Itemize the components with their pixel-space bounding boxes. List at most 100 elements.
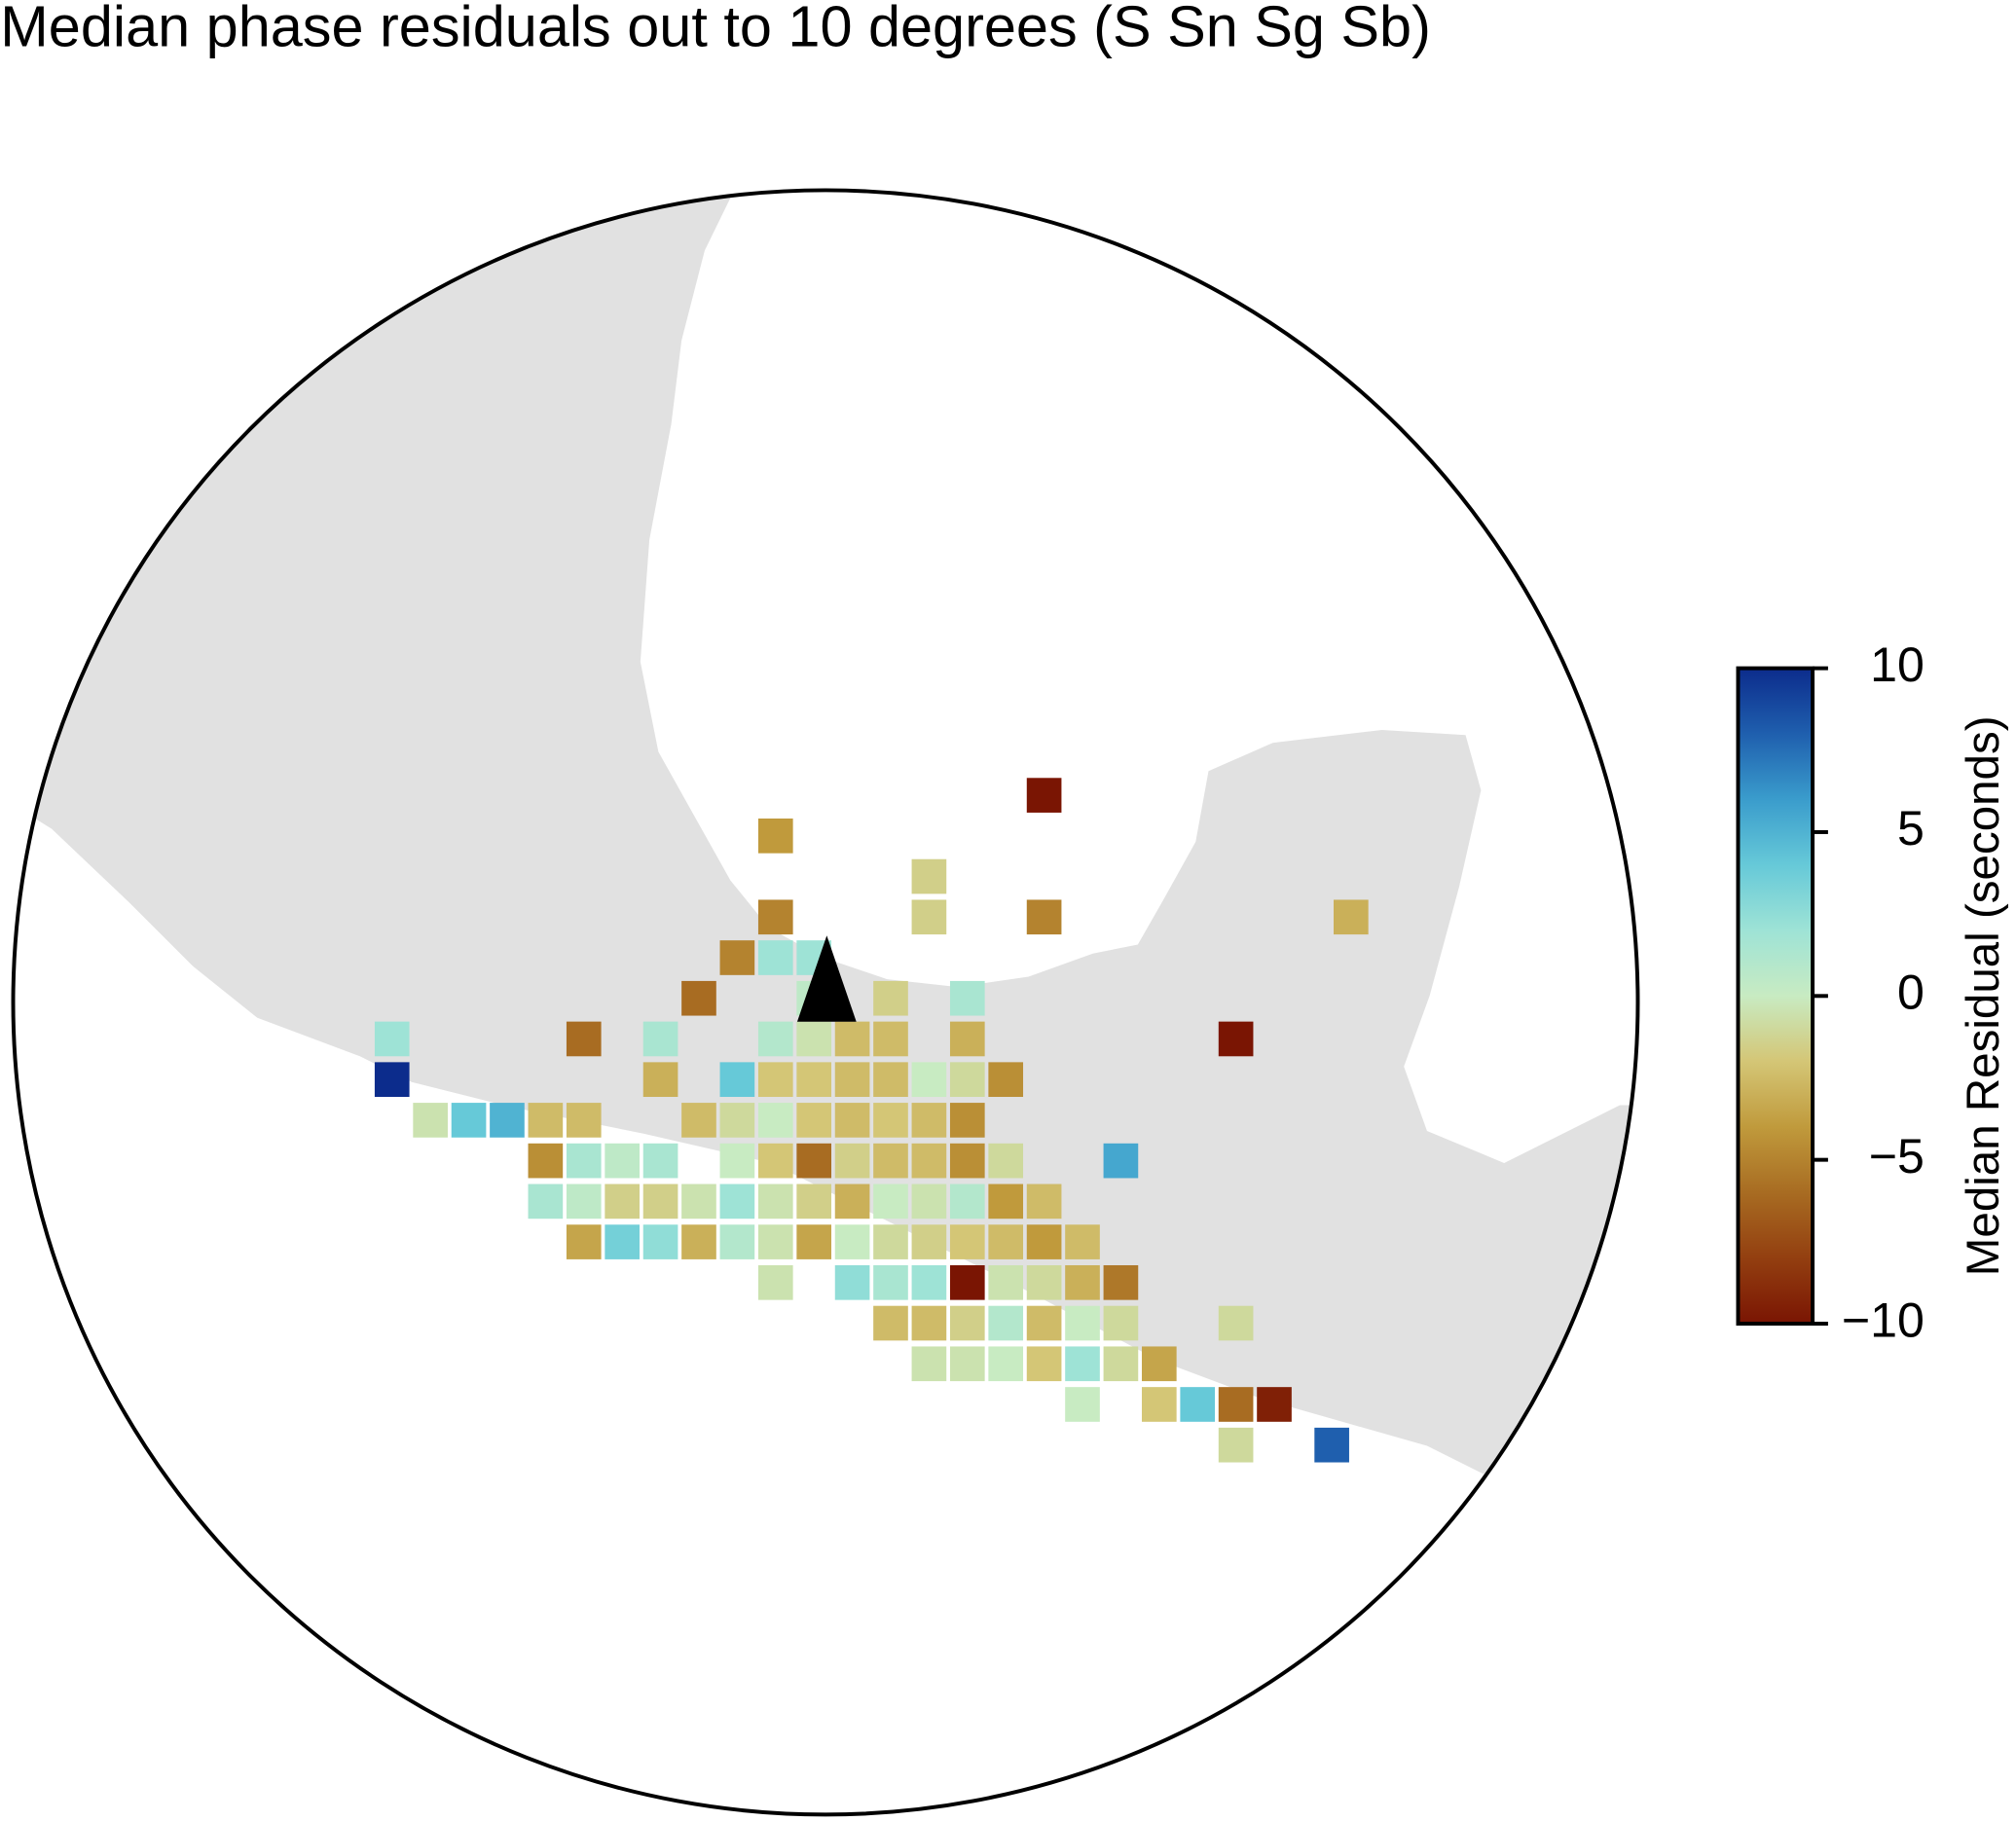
cell [1026,1224,1062,1259]
cell [911,1346,947,1382]
cell [911,1224,947,1259]
cell [642,1184,678,1220]
cell [796,1021,832,1057]
cell [681,1224,716,1259]
cell [719,940,755,975]
cell [949,1062,985,1098]
cell [566,1021,602,1057]
cell [642,1224,678,1259]
cell [719,1062,755,1098]
cell [1065,1387,1100,1422]
cell [796,1224,832,1259]
cell [796,1103,832,1138]
cell [834,1103,870,1138]
colorbar-tick-label: 0 [1897,965,1924,1020]
cell [1065,1264,1100,1300]
station [796,935,857,1022]
cell [719,1143,755,1179]
cell [911,858,947,894]
cell [490,1103,525,1138]
cell [834,1264,870,1300]
cell [566,1224,602,1259]
cell [873,1021,908,1057]
cell [834,1062,870,1098]
cell [1026,778,1062,813]
chart-title: Median phase residuals out to 10 degrees… [0,0,1431,58]
colorbar [1736,666,1815,1326]
cell [1257,1387,1292,1422]
cell [1334,899,1369,935]
cell [1314,1427,1349,1463]
cell [834,1143,870,1179]
cell [911,1184,947,1220]
colorbar-label: Median Residual (seconds) [1958,715,2009,1276]
cell [1180,1387,1216,1422]
cell [1065,1305,1100,1341]
cell [566,1103,602,1138]
cell [1218,1387,1254,1422]
cell [719,1224,755,1259]
cell [451,1103,487,1138]
cell [642,1021,678,1057]
cell [757,819,793,854]
cell [988,1062,1024,1098]
cell [988,1305,1024,1341]
cell [988,1224,1024,1259]
cell [528,1184,564,1220]
cell [757,1264,793,1300]
cell [949,1103,985,1138]
cell [1103,1143,1139,1179]
cell [1103,1264,1139,1300]
cell [757,1021,793,1057]
cell [757,1062,793,1098]
cell [1218,1427,1254,1463]
cell [949,1184,985,1220]
cell [911,1264,947,1300]
cell [528,1103,564,1138]
cell [949,1143,985,1179]
cell [873,980,908,1016]
cell [757,1184,793,1220]
cells [374,778,1369,1463]
cell [873,1143,908,1179]
cell [911,1062,947,1098]
cell [911,1143,947,1179]
colorbar-tick-label: 5 [1897,801,1924,856]
cell [873,1264,908,1300]
cell [1065,1224,1100,1259]
cell [873,1103,908,1138]
cell [681,980,716,1016]
cell [566,1143,602,1179]
cell [413,1103,448,1138]
cell [988,1184,1024,1220]
cell [757,940,793,975]
cell [1026,1305,1062,1341]
cell [834,1224,870,1259]
cell [605,1184,640,1220]
cell [988,1264,1024,1300]
cell [1103,1346,1139,1382]
cell [949,1021,985,1057]
cell [1026,1264,1062,1300]
cell [757,1103,793,1138]
colorbar-ticks: −10 −5 0 5 10 [1813,637,1924,1347]
colorbar-tick-label: −10 [1842,1293,1924,1347]
cell [988,1346,1024,1382]
cell [911,1103,947,1138]
cell [605,1143,640,1179]
cell [374,1021,410,1057]
land [13,190,1638,1671]
cell [1065,1346,1100,1382]
cell [719,1103,755,1138]
cell [1026,1184,1062,1220]
cell [605,1224,640,1259]
cell [374,1062,410,1098]
cell [642,1062,678,1098]
cell [757,1143,793,1179]
cell [719,1184,755,1220]
cell [1026,1346,1062,1382]
cell [796,1184,832,1220]
colorbar-tick-label: 10 [1870,637,1924,692]
cell [949,1264,985,1300]
